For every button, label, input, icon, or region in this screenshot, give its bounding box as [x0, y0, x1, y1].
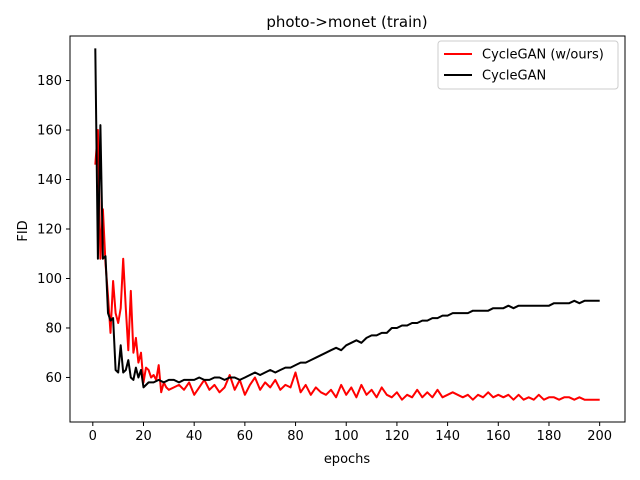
- y-tick-label: 160: [37, 124, 62, 139]
- x-tick-label: 20: [135, 429, 152, 444]
- y-tick-label: 180: [37, 74, 62, 89]
- plot-area: [94, 48, 600, 401]
- y-tick-label: 140: [37, 173, 62, 188]
- x-axis: 0 20 40 60 80 100 120 140 160 180 200: [89, 422, 612, 444]
- axes-frame: [69, 35, 626, 423]
- y-tick-label: 120: [37, 223, 62, 238]
- x-axis-label: epochs: [324, 452, 371, 467]
- legend: CycleGAN (w/ours) CycleGAN: [437, 40, 619, 90]
- x-tick-label: 120: [385, 429, 410, 444]
- x-tick-label: 40: [186, 429, 203, 444]
- series-line-2: [94, 48, 600, 389]
- y-axis-label: FID: [16, 220, 31, 241]
- x-tick-label: 60: [237, 429, 254, 444]
- y-tick-label: 60: [45, 371, 62, 386]
- x-tick-label: 140: [435, 429, 460, 444]
- y-tick-label: 80: [45, 321, 62, 336]
- chart-title: photo->monet (train): [266, 13, 427, 31]
- x-tick-label: 200: [587, 429, 612, 444]
- x-tick-label: 180: [537, 429, 562, 444]
- x-tick-label: 160: [486, 429, 511, 444]
- legend-label: CycleGAN: [482, 69, 546, 84]
- legend-box: [437, 40, 619, 90]
- x-tick-label: 100: [334, 429, 359, 444]
- y-tick-label: 100: [37, 272, 62, 287]
- x-tick-label: 80: [287, 429, 304, 444]
- x-tick-label: 0: [89, 429, 97, 444]
- y-axis: 60 80 100 120 140 160 180: [37, 74, 70, 386]
- legend-label: CycleGAN (w/ours): [482, 48, 604, 63]
